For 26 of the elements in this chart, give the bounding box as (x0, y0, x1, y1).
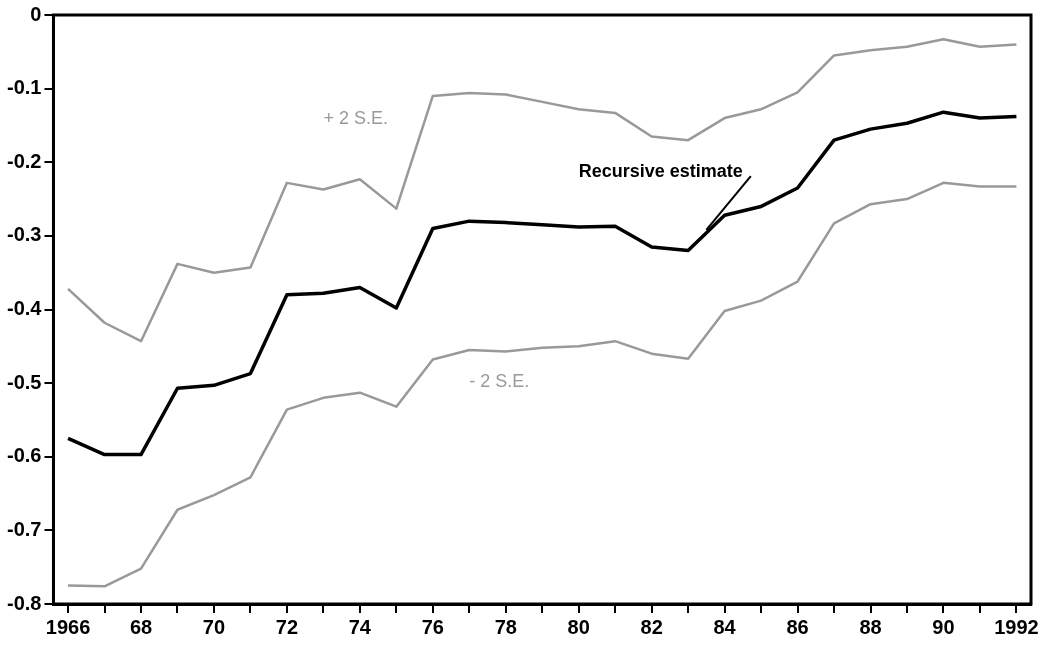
x-tick-label: 78 (494, 615, 517, 638)
x-tick-label: 74 (348, 615, 372, 638)
series-label: Recursive estimate (578, 161, 743, 182)
x-tick-label: 86 (786, 615, 809, 638)
series-label: - 2 S.E. (469, 370, 530, 391)
x-tick-label: 82 (640, 615, 663, 638)
y-tick-label: -0.7 (6, 517, 42, 540)
x-tick-label: 84 (713, 615, 737, 638)
x-tick-label: 80 (567, 615, 590, 638)
y-tick-label: -0.3 (6, 223, 42, 246)
x-tick-label: 70 (202, 615, 226, 638)
x-tick-label: 1992 (994, 615, 1039, 638)
x-tick-label: 88 (859, 615, 882, 638)
y-tick-label: -0.4 (6, 297, 43, 320)
x-tick-label: 1966 (45, 615, 91, 638)
x-tick-label: 72 (275, 615, 299, 638)
x-tick-label: 76 (421, 615, 444, 638)
y-tick-label: -0.5 (6, 370, 42, 393)
y-tick-label: 0 (30, 2, 42, 25)
y-tick-label: -0.8 (6, 591, 42, 614)
y-tick-label: -0.2 (6, 149, 42, 172)
x-tick-label: 90 (932, 615, 955, 638)
series-label: + 2 S.E. (323, 108, 388, 129)
y-tick-label: -0.6 (6, 444, 42, 467)
y-tick-label: -0.1 (6, 76, 42, 99)
x-tick-label: 68 (129, 615, 153, 638)
